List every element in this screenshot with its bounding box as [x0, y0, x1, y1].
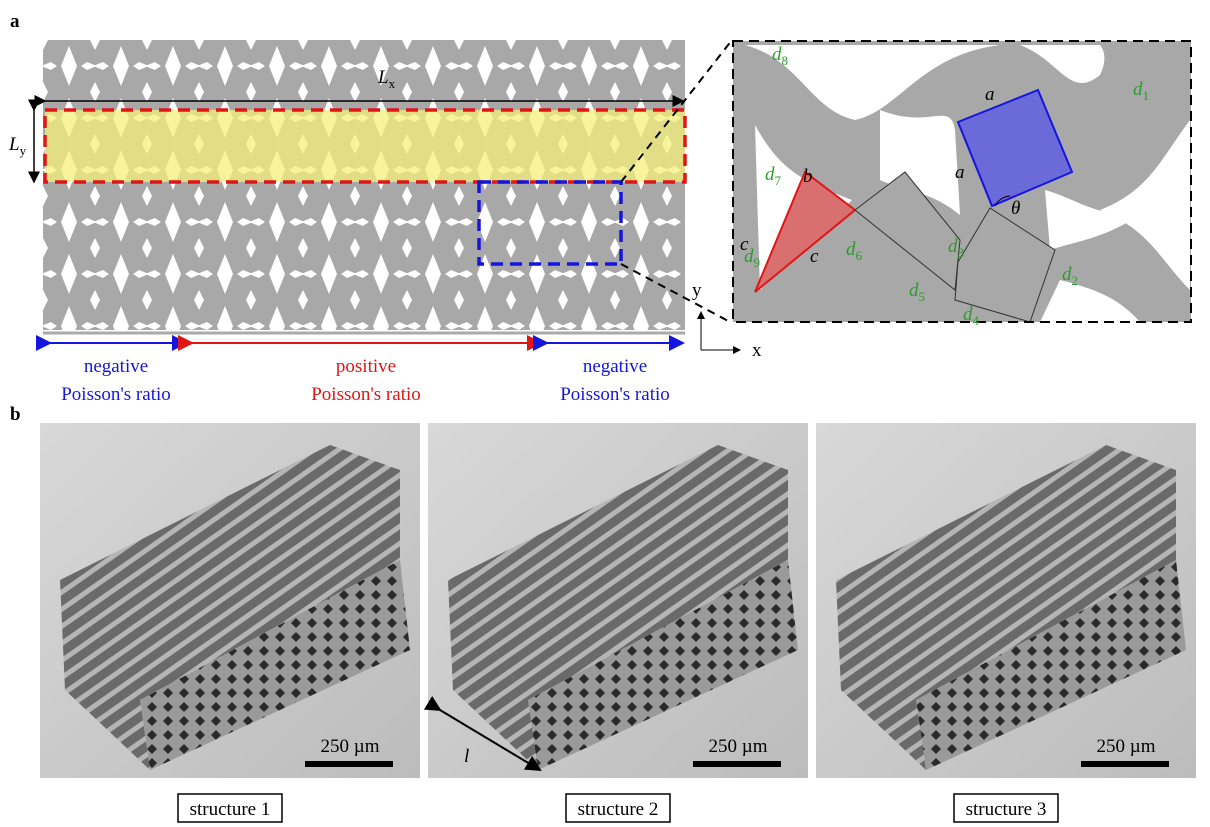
structure-top: [60, 445, 400, 700]
symbol: d: [772, 44, 782, 65]
zoom-box: [477, 180, 623, 266]
photo: 250 µm structure 1: [40, 423, 420, 823]
side-label: b: [803, 166, 813, 187]
structure-side: [140, 560, 410, 770]
symbol: d: [948, 236, 958, 257]
length-arrow: [423, 695, 542, 772]
param-label: d1: [1133, 79, 1149, 103]
param-label: d3: [948, 236, 964, 260]
side-label: c: [810, 246, 819, 267]
caption-box: [177, 793, 283, 823]
ly-label: Ly: [8, 134, 27, 158]
axis-label: x: [752, 340, 762, 361]
param-label: d4: [963, 304, 980, 328]
symbol: d: [1062, 264, 1072, 285]
inset: [732, 40, 1192, 323]
region-label: negative: [583, 356, 647, 377]
caption: structure 2: [578, 799, 659, 820]
symbol: d: [909, 280, 919, 301]
structure-side: [916, 560, 1186, 770]
region-label: Poisson's ratio: [560, 384, 670, 405]
symbol: d: [846, 239, 856, 260]
caption: structure 3: [966, 799, 1047, 820]
subscript: 9: [754, 255, 761, 270]
angle-label: θ: [1011, 198, 1020, 219]
subscript: 8: [782, 53, 789, 68]
symbol: L: [377, 67, 389, 88]
structure-front: [60, 580, 150, 770]
length-label: l: [464, 746, 469, 767]
param-label: d7: [765, 164, 782, 188]
structure-side: [528, 560, 798, 770]
region-label: Poisson's ratio: [61, 384, 171, 405]
side-label: c: [740, 234, 749, 255]
subscript: 7: [775, 173, 782, 188]
subscript: x: [389, 76, 396, 91]
subscript: 6: [856, 248, 863, 263]
subscript: 2: [1072, 273, 1079, 288]
subscript: 4: [973, 313, 980, 328]
subscript: 1: [1143, 88, 1150, 103]
caption-box: [953, 793, 1059, 823]
region-label: Poisson's ratio: [311, 384, 421, 405]
panel-label: b: [10, 404, 21, 425]
zoom-line: [620, 263, 733, 324]
symbol: d: [765, 164, 775, 185]
lx-label: Lx: [377, 67, 396, 91]
param-label: d5: [909, 280, 925, 304]
symbol: d: [963, 304, 973, 325]
side-label: a: [985, 84, 995, 105]
scale-bar-label: 250 µm: [1097, 736, 1156, 757]
unit-band: [43, 108, 687, 184]
structure-front: [836, 580, 926, 770]
param-label: d9: [744, 246, 760, 270]
scale-bar: [305, 761, 393, 767]
zoom-line: [620, 39, 733, 183]
param-label: d8: [772, 44, 788, 68]
param-label: d2: [1062, 264, 1078, 288]
symbol: L: [8, 134, 20, 155]
lattice: [43, 40, 685, 330]
subscript: y: [20, 143, 27, 158]
structure-top: [836, 445, 1176, 700]
param-label: d6: [846, 239, 863, 263]
symbol: d: [744, 246, 754, 267]
structure-top: [448, 445, 788, 700]
photo: 250 µm structure 2: [428, 423, 808, 823]
scale-bar-label: 250 µm: [321, 736, 380, 757]
axis-label: y: [692, 280, 702, 301]
panel-label: a: [10, 11, 20, 32]
subscript: 5: [919, 289, 926, 304]
region-label: negative: [84, 356, 148, 377]
scale-bar: [1081, 761, 1169, 767]
photo: 250 µm structure 3: [816, 423, 1196, 823]
symbol: d: [1133, 79, 1143, 100]
region-label: positive: [336, 356, 396, 377]
scale-bar: [693, 761, 781, 767]
caption-box: [565, 793, 671, 823]
side-label: a: [955, 162, 965, 183]
subscript: 3: [958, 245, 965, 260]
scale-bar-label: 250 µm: [709, 736, 768, 757]
caption: structure 1: [190, 799, 271, 820]
